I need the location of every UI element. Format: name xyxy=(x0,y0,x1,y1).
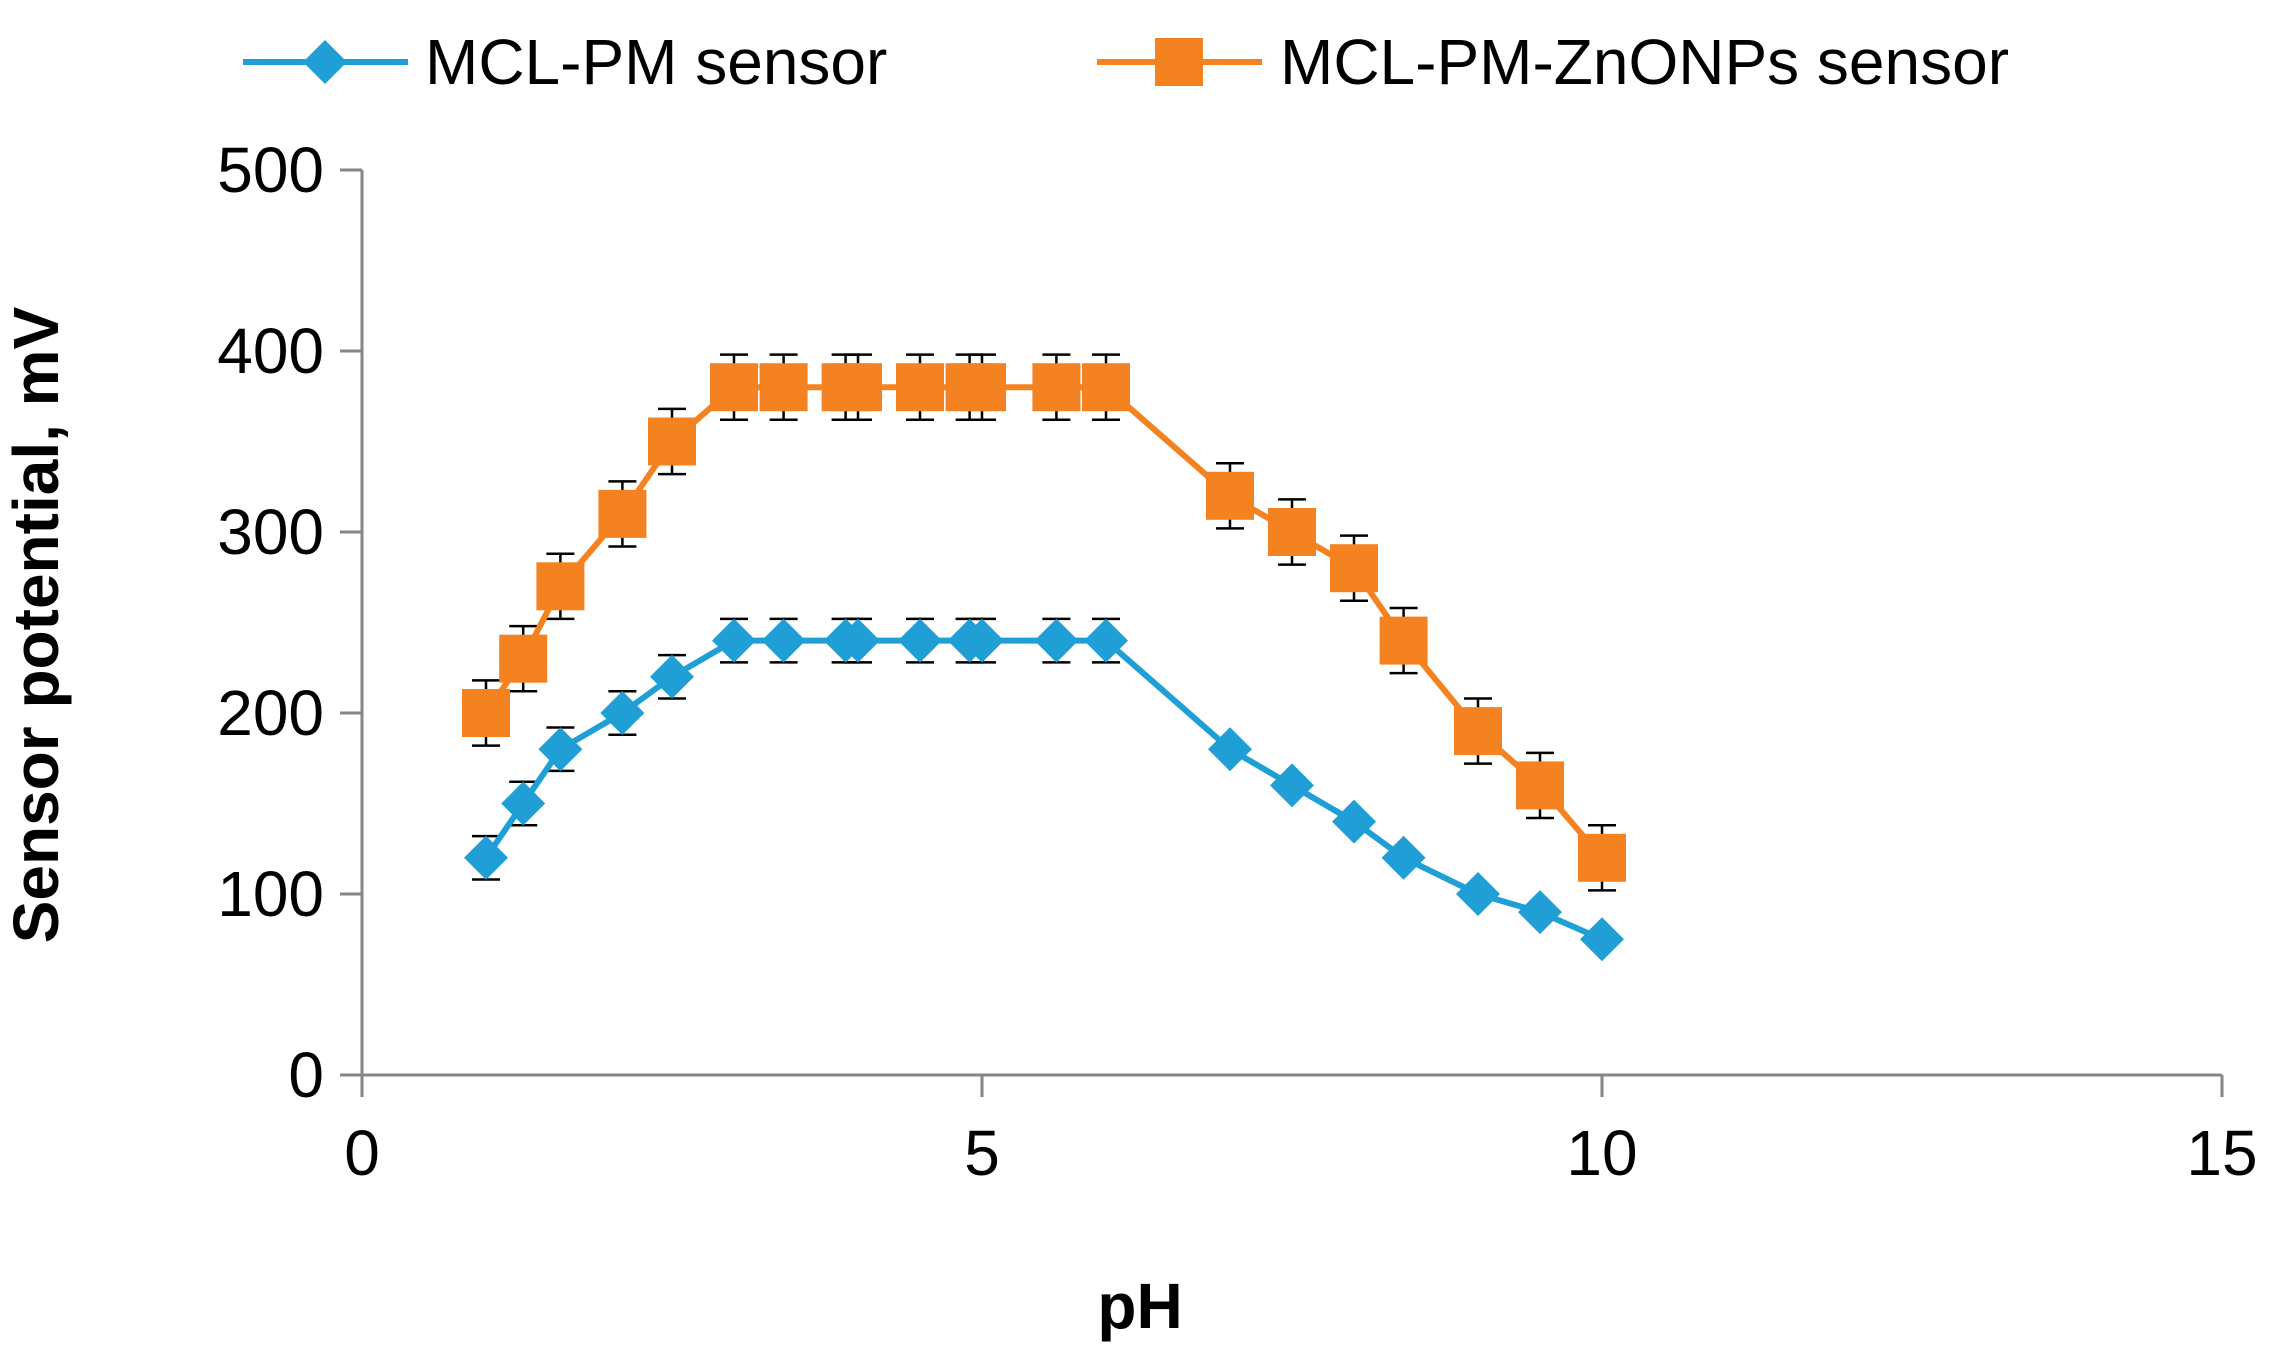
y-tick-label: 100 xyxy=(217,858,324,930)
data-point xyxy=(958,363,1006,412)
data-point xyxy=(462,689,510,737)
data-point xyxy=(896,363,944,412)
data-point xyxy=(898,618,942,663)
data-point xyxy=(598,489,647,538)
x-tick-label: 5 xyxy=(964,1117,1000,1189)
data-point xyxy=(712,618,756,663)
data-point xyxy=(538,727,583,772)
data-point xyxy=(1454,707,1502,756)
data-point xyxy=(1516,761,1564,810)
y-axis-title: Sensor potential, mV xyxy=(0,306,72,943)
x-tick-label: 10 xyxy=(1566,1117,1637,1189)
series-2 xyxy=(462,353,1626,892)
legend-marker xyxy=(1155,38,1203,86)
legend-label: MCL-PM-ZnONPs sensor xyxy=(1280,26,2009,98)
y-tick-label: 500 xyxy=(217,134,324,206)
y-tick-label: 400 xyxy=(217,315,324,387)
axes: 0 100 200 300 400 500 0 5 10 15 xyxy=(217,134,2257,1189)
x-axis-title: pH xyxy=(1097,1270,1182,1342)
data-point xyxy=(1456,872,1500,916)
data-point xyxy=(1330,544,1378,593)
legend-item-2: MCL-PM-ZnONPs sensor xyxy=(1097,26,2009,98)
data-point xyxy=(1268,508,1316,556)
data-point xyxy=(1082,363,1130,412)
plot-area xyxy=(462,353,1626,962)
data-point xyxy=(1084,618,1128,663)
legend-marker xyxy=(303,40,347,84)
data-point xyxy=(1580,917,1624,962)
data-point xyxy=(1332,799,1376,844)
y-tick-label: 200 xyxy=(217,677,324,749)
series-1 xyxy=(464,617,1624,962)
data-point xyxy=(960,618,1004,663)
data-point xyxy=(1578,833,1626,882)
y-tick-label: 0 xyxy=(288,1039,324,1111)
data-point xyxy=(501,781,546,826)
data-point xyxy=(1381,835,1426,880)
data-point xyxy=(710,363,758,412)
data-point xyxy=(836,618,880,663)
data-point xyxy=(1518,890,1562,935)
legend-label: MCL-PM sensor xyxy=(425,26,887,98)
x-tick-label: 0 xyxy=(344,1117,380,1189)
data-point xyxy=(1379,616,1428,665)
data-point xyxy=(600,691,645,735)
data-point xyxy=(1206,471,1254,520)
data-point xyxy=(1032,363,1081,412)
data-point xyxy=(650,654,694,699)
y-tick-label: 300 xyxy=(217,496,324,568)
data-point xyxy=(1034,618,1079,663)
data-point xyxy=(648,417,696,466)
data-point xyxy=(1208,727,1252,772)
x-tick-label: 15 xyxy=(2186,1117,2257,1189)
legend: MCL-PM sensor MCL-PM-ZnONPs sensor xyxy=(243,26,2009,98)
data-point xyxy=(499,634,548,683)
data-point xyxy=(761,618,806,663)
data-point xyxy=(834,363,882,412)
series-line xyxy=(483,637,1604,942)
legend-item-1: MCL-PM sensor xyxy=(243,26,887,98)
data-point xyxy=(1270,763,1314,808)
data-point xyxy=(464,835,508,880)
data-point xyxy=(759,363,808,412)
data-point xyxy=(536,562,585,611)
